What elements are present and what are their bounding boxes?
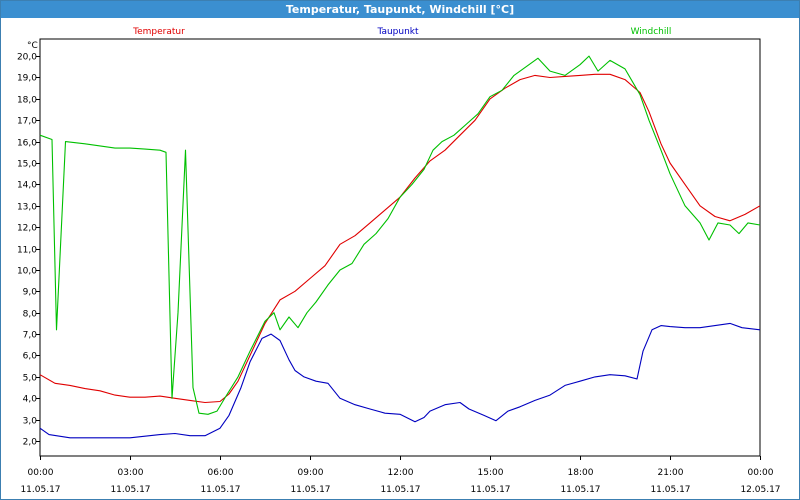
y-tick-label: 2,0 <box>23 438 38 448</box>
x-tick-date: 11.05.17 <box>20 485 60 495</box>
line-chart: 2,0 3,0 4,0 5,0 6,0 7,0 8,0 9,0 10,0 11,0 12,0 13,0… <box>17 27 781 495</box>
y-tick-label: 18,0 <box>17 96 37 106</box>
y-tick-label: 14,0 <box>17 181 37 191</box>
x-tick-date: 11.05.17 <box>110 485 150 495</box>
window-title: Temperatur, Taupunkt, Windchill [°C] <box>1 1 799 18</box>
y-tick-label: 20,0 <box>17 53 37 63</box>
x-tick-date: 11.05.17 <box>380 485 420 495</box>
y-tick-label: 13,0 <box>17 203 37 213</box>
legend-label-windchill: Windchill <box>631 27 672 37</box>
y-tick-label: 6,0 <box>23 352 38 362</box>
y-tick-label: 4,0 <box>23 395 38 405</box>
y-tick-label: 19,0 <box>17 74 37 84</box>
x-tick-time: 00:00 <box>28 468 54 478</box>
x-tick-time: 00:00 <box>748 468 774 478</box>
legend-label-temperatur: Temperatur <box>132 27 185 37</box>
y-tick-label: 17,0 <box>17 117 37 127</box>
series-line-windchill <box>39 55 761 415</box>
y-tick-label: 12,0 <box>17 224 37 234</box>
legend-label-taupunkt: Taupunkt <box>376 27 419 37</box>
series-line-taupunkt <box>39 322 761 439</box>
y-tick-label: 11,0 <box>17 246 37 256</box>
x-tick-time: 18:00 <box>568 468 594 478</box>
y-tick-label: 16,0 <box>17 139 37 149</box>
series-lines <box>39 55 761 439</box>
x-tick-date: 11.05.17 <box>290 485 330 495</box>
x-tick-time: 06:00 <box>208 468 234 478</box>
x-tick-date: 11.05.17 <box>470 485 510 495</box>
y-tick-label: 10,0 <box>17 267 37 277</box>
x-tick-time: 15:00 <box>478 468 504 478</box>
y-tick-label: 5,0 <box>23 374 38 384</box>
x-tick-date: 11.05.17 <box>650 485 690 495</box>
x-tick-time: 21:00 <box>658 468 684 478</box>
x-tick-date: 11.05.17 <box>560 485 600 495</box>
x-tick-time: 03:00 <box>118 468 144 478</box>
axes: 2,0 3,0 4,0 5,0 6,0 7,0 8,0 9,0 10,0 11,0 12,0 13,0… <box>17 38 781 495</box>
x-tick-time: 09:00 <box>298 468 324 478</box>
y-tick-label: 8,0 <box>23 310 38 320</box>
x-tick-time: 12:00 <box>388 468 414 478</box>
y-tick-label: 15,0 <box>17 160 37 170</box>
x-tick-date: 12.05.17 <box>740 485 780 495</box>
plot-area <box>39 38 761 457</box>
y-tick-label: 7,0 <box>23 331 38 341</box>
y-axis-unit: °C <box>27 41 38 51</box>
x-tick-date: 11.05.17 <box>200 485 240 495</box>
y-tick-label: 3,0 <box>23 417 38 427</box>
y-tick-label: 9,0 <box>23 288 38 298</box>
legend: Temperatur Taupunkt Windchill <box>132 27 671 37</box>
